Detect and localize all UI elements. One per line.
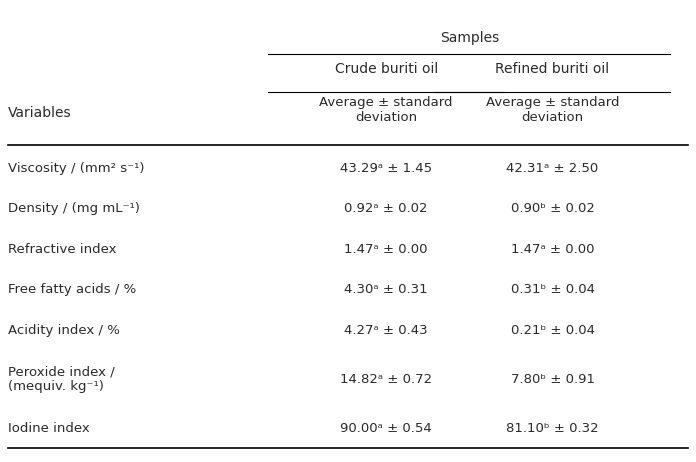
- Text: Variables: Variables: [8, 106, 72, 120]
- Text: 42.31ᵃ ± 2.50: 42.31ᵃ ± 2.50: [507, 162, 599, 175]
- Text: Samples: Samples: [440, 31, 499, 45]
- Text: 0.21ᵇ ± 0.04: 0.21ᵇ ± 0.04: [510, 324, 594, 337]
- Text: Acidity index / %: Acidity index / %: [8, 324, 120, 337]
- Text: 0.92ᵃ ± 0.02: 0.92ᵃ ± 0.02: [345, 202, 428, 215]
- Text: 43.29ᵃ ± 1.45: 43.29ᵃ ± 1.45: [340, 162, 432, 175]
- Text: Density / (mg mL⁻¹): Density / (mg mL⁻¹): [8, 202, 140, 215]
- Text: Free fatty acids / %: Free fatty acids / %: [8, 283, 136, 296]
- Text: Iodine index: Iodine index: [8, 421, 90, 434]
- Text: Refractive index: Refractive index: [8, 243, 117, 256]
- Text: 0.90ᵇ ± 0.02: 0.90ᵇ ± 0.02: [511, 202, 594, 215]
- Text: Peroxide index /
(mequiv. kg⁻¹): Peroxide index / (mequiv. kg⁻¹): [8, 365, 115, 393]
- Text: Crude buriti oil: Crude buriti oil: [335, 62, 438, 77]
- Text: 81.10ᵇ ± 0.32: 81.10ᵇ ± 0.32: [506, 421, 599, 434]
- Text: 90.00ᵃ ± 0.54: 90.00ᵃ ± 0.54: [340, 421, 432, 434]
- Text: Average ± standard
deviation: Average ± standard deviation: [319, 97, 453, 124]
- Text: Viscosity / (mm² s⁻¹): Viscosity / (mm² s⁻¹): [8, 162, 145, 175]
- Text: Refined buriti oil: Refined buriti oil: [496, 62, 610, 77]
- Text: 4.27ᵃ ± 0.43: 4.27ᵃ ± 0.43: [345, 324, 428, 337]
- Text: 0.31ᵇ ± 0.04: 0.31ᵇ ± 0.04: [510, 283, 594, 296]
- Text: 1.47ᵃ ± 0.00: 1.47ᵃ ± 0.00: [345, 243, 428, 256]
- Text: 7.80ᵇ ± 0.91: 7.80ᵇ ± 0.91: [510, 372, 594, 386]
- Text: 14.82ᵃ ± 0.72: 14.82ᵃ ± 0.72: [340, 372, 432, 386]
- Text: 4.30ᵃ ± 0.31: 4.30ᵃ ± 0.31: [345, 283, 428, 296]
- Text: Average ± standard
deviation: Average ± standard deviation: [486, 97, 619, 124]
- Text: 1.47ᵃ ± 0.00: 1.47ᵃ ± 0.00: [511, 243, 594, 256]
